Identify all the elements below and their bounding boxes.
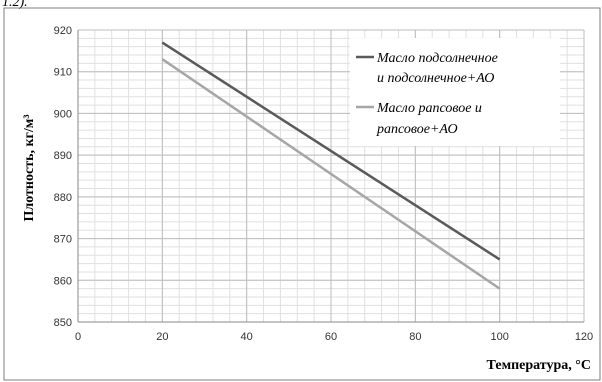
x-axis-title: Температура, °С bbox=[487, 358, 591, 373]
y-tick-label: 880 bbox=[54, 192, 72, 204]
legend-label-rapeseed-line1: Масло рапсовое и bbox=[376, 101, 482, 116]
y-tick-label: 900 bbox=[54, 108, 72, 120]
y-axis-title: Плотность, кг/м³ bbox=[22, 114, 37, 221]
y-tick-label: 860 bbox=[54, 275, 72, 287]
series-line-sunflower bbox=[161, 41, 501, 261]
series-lines bbox=[161, 41, 501, 290]
y-tick-label: 870 bbox=[54, 234, 72, 246]
header-fragment: 1.2). bbox=[2, 0, 28, 10]
y-tick-label: 920 bbox=[54, 25, 72, 37]
y-tick-labels: 850 860 870 880 890 900 910 920 bbox=[54, 25, 72, 329]
x-tick-label: 20 bbox=[156, 331, 168, 343]
y-tick-label: 850 bbox=[54, 317, 72, 329]
legend-background bbox=[350, 38, 560, 146]
x-tick-label: 80 bbox=[409, 331, 421, 343]
x-tick-labels: 0 20 40 60 80 100 120 bbox=[75, 331, 593, 343]
legend-label-sunflower-line2: и подсолнечное+АО bbox=[377, 71, 494, 86]
y-tick-label: 890 bbox=[54, 150, 72, 162]
legend-label-sunflower-line1: Масло подсолнечное bbox=[376, 51, 498, 66]
y-tick-label: 910 bbox=[54, 67, 72, 79]
series-line-rapeseed bbox=[161, 58, 501, 290]
x-tick-label: 40 bbox=[241, 331, 253, 343]
x-tick-label: 100 bbox=[490, 331, 508, 343]
legend: Масло подсолнечное и подсолнечное+АО Мас… bbox=[350, 38, 560, 146]
axes bbox=[77, 30, 584, 323]
legend-label-rapeseed-line2: рапсовое+АО bbox=[376, 122, 458, 137]
x-tick-label: 0 bbox=[75, 331, 81, 343]
x-tick-label: 120 bbox=[575, 331, 593, 343]
x-tick-label: 60 bbox=[325, 331, 337, 343]
